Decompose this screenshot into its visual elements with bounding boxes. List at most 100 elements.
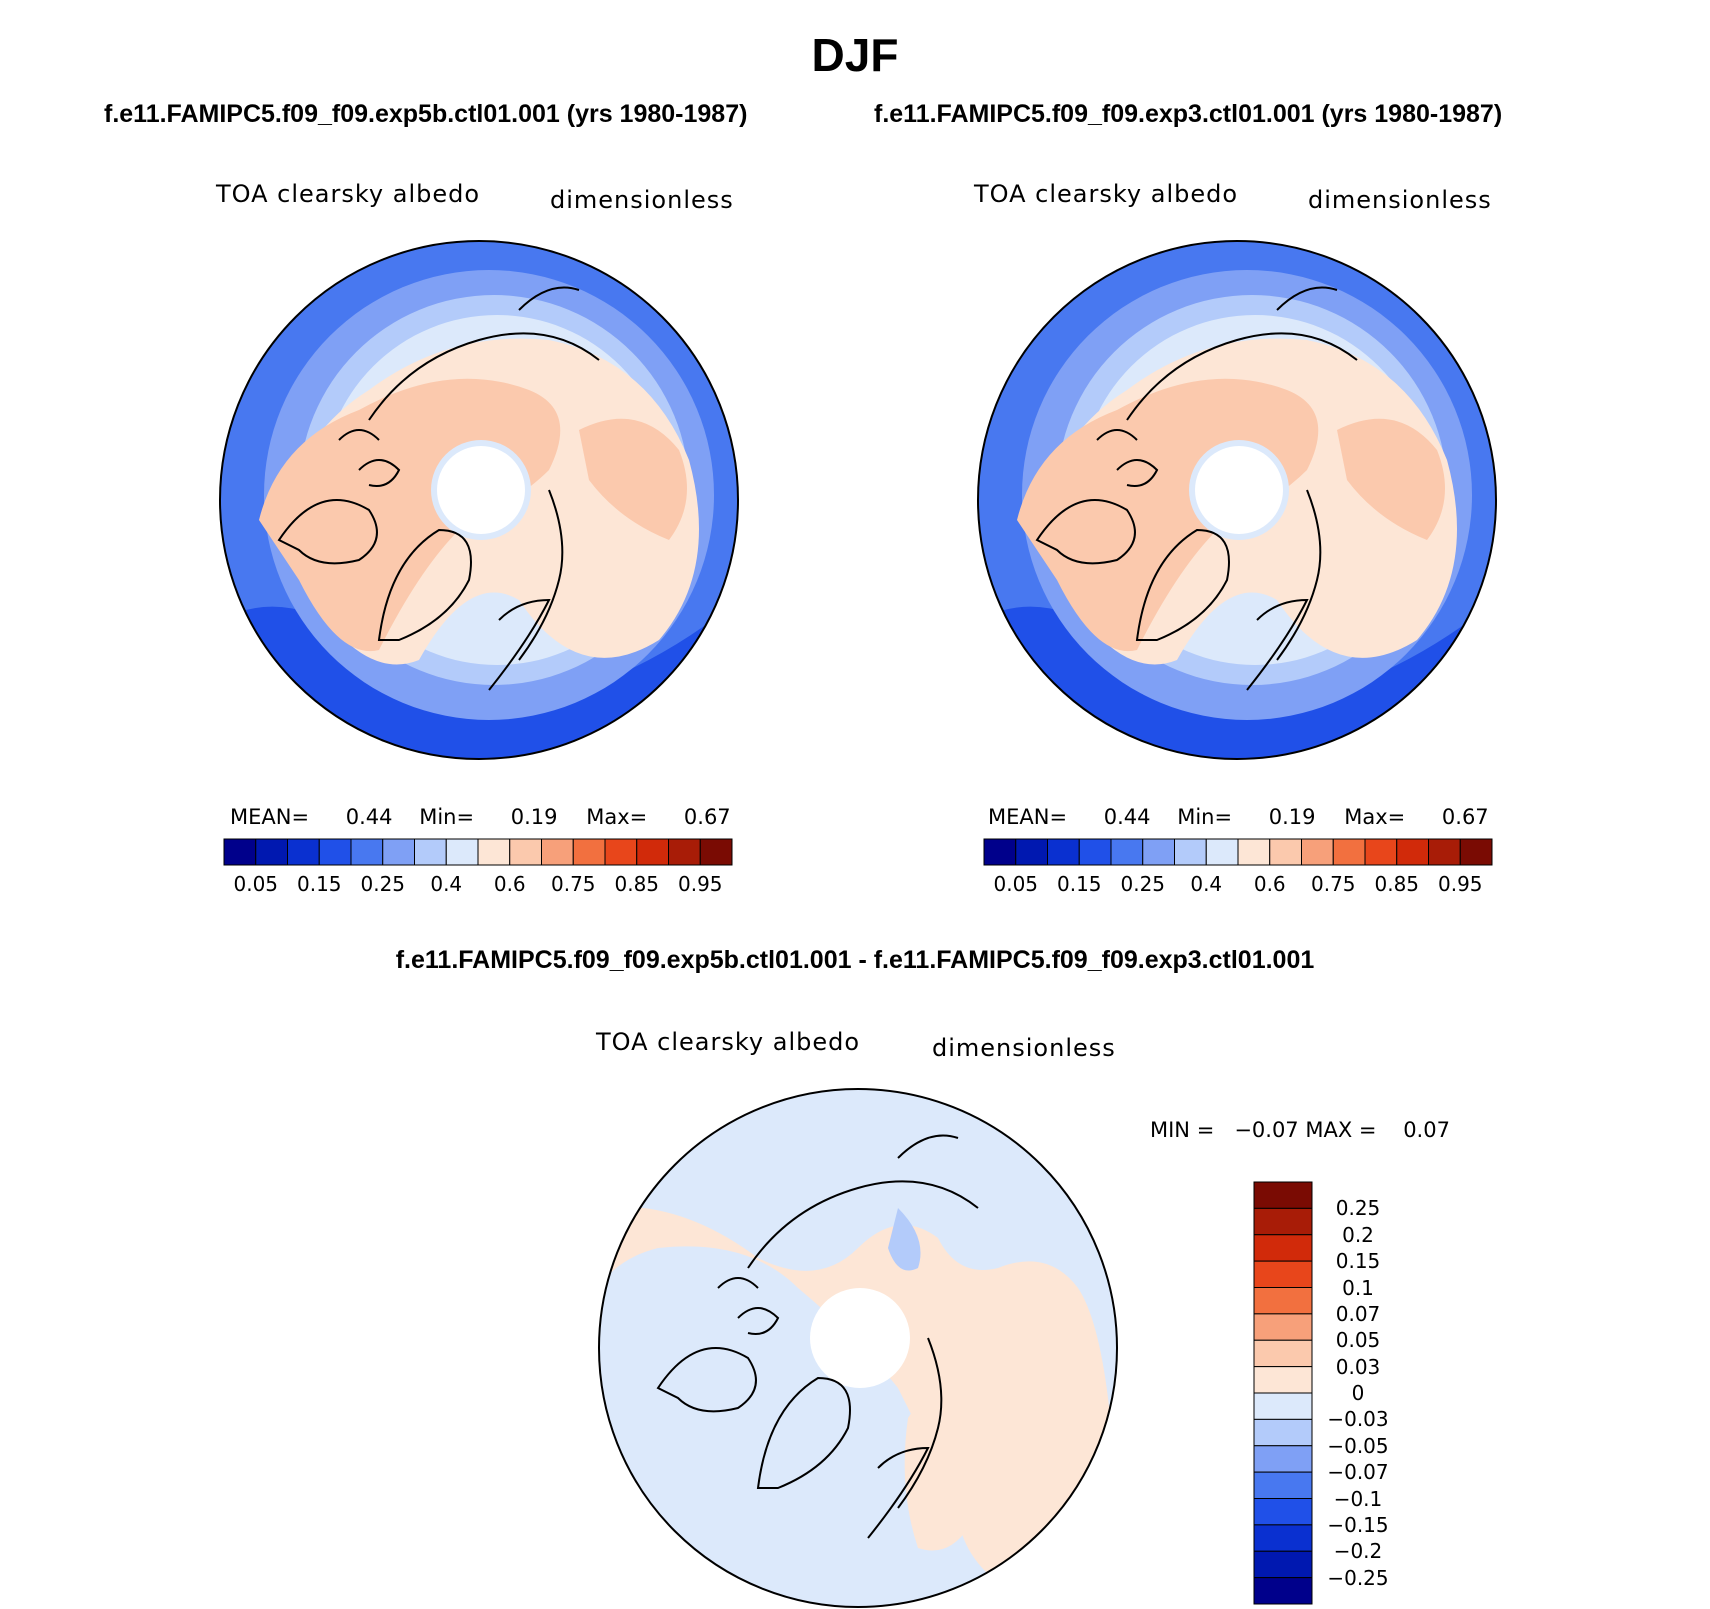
colorbar-swatch — [1253, 1445, 1313, 1473]
min-label: Min= — [419, 805, 475, 829]
mean-label: MEAN= — [230, 805, 310, 829]
colorbar-tick-label: 0.05 — [993, 872, 1039, 896]
case-title-left: f.e11.FAMIPC5.f09_f09.exp5b.ctl01.001 (y… — [104, 100, 748, 128]
polar-map-difference — [598, 1088, 1118, 1608]
mean-value: 0.44 — [345, 805, 393, 829]
colorbar-tick-label: −0.15 — [1327, 1512, 1389, 1537]
colorbar-swatch — [318, 838, 352, 866]
colorbar-tick-label: 0.6 — [1253, 872, 1286, 896]
colorbar-swatch — [1253, 1366, 1313, 1394]
colorbar-swatch — [1253, 1498, 1313, 1526]
colorbar-tick-label: 0.85 — [1374, 872, 1420, 896]
colorbar-tick-label: 0.25 — [1120, 872, 1166, 896]
colorbar-tick-label: 0 — [1351, 1381, 1365, 1405]
mean-value: 0.44 — [1103, 805, 1151, 829]
colorbar-tick-label: 0.4 — [1190, 872, 1223, 896]
colorbar-swatch — [541, 838, 574, 866]
diff-minmax: MIN = −0.07 MAX = 0.07 — [1150, 1118, 1450, 1142]
colorbar-swatch — [414, 838, 447, 866]
colorbar-swatch — [509, 838, 542, 866]
colorbar-swatch — [1253, 1260, 1313, 1288]
colorbar-swatch — [1253, 1313, 1313, 1341]
colorbar-swatch — [1396, 838, 1429, 866]
colorbar-swatch — [477, 838, 511, 866]
colorbar-swatch — [636, 838, 669, 866]
colorbar-swatch — [1301, 838, 1334, 866]
colorbar-tick-label: −0.07 — [1327, 1460, 1389, 1485]
colorbar-swatch — [1142, 838, 1175, 866]
colorbar-tick-label: −0.2 — [1333, 1539, 1383, 1564]
colorbar-swatch — [604, 838, 638, 866]
colorbar-swatch — [1253, 1524, 1313, 1552]
colorbar-difference — [1253, 1181, 1313, 1605]
colorbar-swatch — [1253, 1287, 1313, 1315]
polar-map-left — [219, 240, 739, 760]
colorbar-swatch — [255, 838, 288, 866]
colorbar-tick-label: −0.03 — [1327, 1407, 1389, 1432]
stats-right: MEAN= 0.44 Min= 0.19 Max= 0.67 — [988, 805, 1489, 829]
colorbar-tick-label: 0.15 — [1056, 872, 1102, 896]
colorbar-tick-label: 0.85 — [614, 872, 660, 896]
polar-map-right — [977, 240, 1497, 760]
colorbar-tick-label: 0.05 — [233, 872, 279, 896]
colorbar-tick-label: −0.05 — [1327, 1433, 1389, 1458]
colorbar-swatch — [1253, 1339, 1313, 1368]
colorbar-swatch — [1364, 838, 1398, 866]
variable-label-left: TOA clearsky albedo — [216, 180, 481, 208]
colorbar-tick-label: 0.2 — [1342, 1222, 1374, 1247]
colorbar-swatch — [1253, 1550, 1313, 1579]
stats-left: MEAN= 0.44 Min= 0.19 Max= 0.67 — [230, 805, 731, 829]
colorbar-swatch — [1253, 1418, 1313, 1447]
units-label-diff: dimensionless — [932, 1034, 1116, 1062]
units-label-left: dimensionless — [550, 186, 734, 214]
min-label: Min= — [1177, 805, 1233, 829]
colorbar-tick-label: 0.1 — [1342, 1275, 1374, 1300]
colorbar-left — [223, 838, 733, 866]
colorbar-swatch — [350, 838, 384, 866]
colorbar-right — [983, 838, 1493, 866]
colorbar-tick-label: 0.4 — [430, 872, 463, 896]
colorbar-tick-label: 0.75 — [1310, 872, 1356, 896]
min-value: 0.19 — [510, 805, 558, 829]
colorbar-tick-label: −0.25 — [1327, 1565, 1389, 1590]
difference-title: f.e11.FAMIPC5.f09_f09.exp5b.ctl01.001 - … — [395, 946, 1315, 974]
max-value: 0.67 — [683, 805, 731, 829]
colorbar-swatch — [1253, 1392, 1313, 1420]
colorbar-tick-label: 0.05 — [1335, 1328, 1381, 1353]
colorbar-swatch — [223, 838, 257, 866]
colorbar-swatch — [1205, 838, 1239, 866]
colorbar-swatch — [1459, 838, 1493, 866]
colorbar-swatch — [699, 838, 733, 866]
colorbar-tick-label: 0.25 — [360, 872, 406, 896]
colorbar-swatch — [983, 838, 1017, 866]
colorbar-swatch — [1237, 838, 1271, 866]
colorbar-tick-label: 0.95 — [677, 872, 723, 896]
colorbar-left-ticks: 0.05 0.15 0.25 0.4 0.6 0.75 0.85 0.95 — [224, 872, 732, 900]
max-label: Max= — [1344, 805, 1406, 829]
colorbar-swatch — [1253, 1577, 1313, 1605]
colorbar-swatch — [1078, 838, 1112, 866]
variable-label-right: TOA clearsky albedo — [974, 180, 1239, 208]
colorbar-swatch — [1269, 838, 1302, 866]
colorbar-swatch — [1428, 838, 1461, 866]
colorbar-swatch — [1253, 1181, 1313, 1209]
colorbar-swatch — [1253, 1207, 1313, 1236]
mean-label: MEAN= — [988, 805, 1068, 829]
colorbar-swatch — [445, 838, 479, 866]
colorbar-difference-ticks: 0.25 0.2 0.15 0.1 0.07 0.05 0.03 0 −0.03 −0.05 −0.… — [1318, 1181, 1418, 1605]
max-value: 0.67 — [1441, 805, 1489, 829]
colorbar-swatch — [1015, 838, 1048, 866]
colorbar-swatch — [1110, 838, 1144, 866]
colorbar-swatch — [1253, 1471, 1313, 1499]
colorbar-swatch — [668, 838, 701, 866]
colorbar-tick-label: 0.07 — [1335, 1301, 1381, 1326]
min-value: 0.19 — [1268, 805, 1316, 829]
case-title-right: f.e11.FAMIPC5.f09_f09.exp3.ctl01.001 (yr… — [874, 100, 1503, 128]
colorbar-right-ticks: 0.05 0.15 0.25 0.4 0.6 0.75 0.85 0.95 — [984, 872, 1492, 900]
colorbar-tick-label: 0.15 — [1335, 1249, 1381, 1274]
colorbar-tick-label: 0.25 — [1335, 1196, 1381, 1221]
colorbar-tick-label: 0.75 — [550, 872, 596, 896]
colorbar-swatch — [572, 838, 606, 866]
units-label-right: dimensionless — [1308, 186, 1492, 214]
colorbar-swatch — [1174, 838, 1207, 866]
